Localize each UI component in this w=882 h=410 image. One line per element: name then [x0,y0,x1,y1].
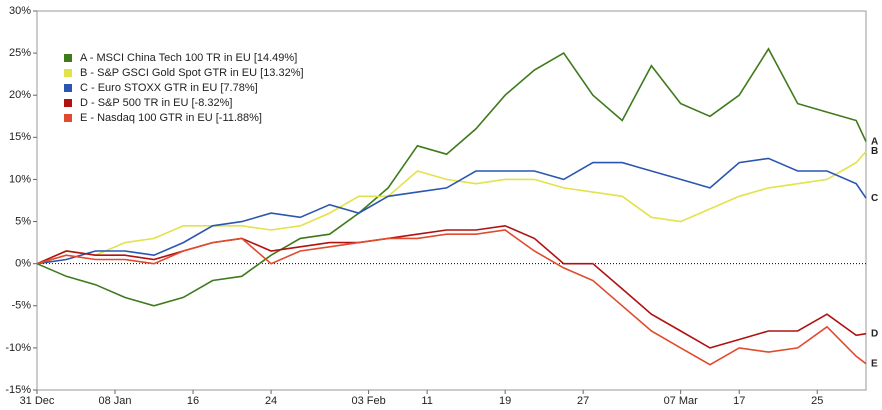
end-tag: A [871,136,878,147]
legend-label: E - Nasdaq 100 GTR in EU [-11.88%] [80,112,262,124]
legend-swatch [64,54,72,62]
x-tick-label: 27 [577,395,589,407]
y-tick-label: 15% [9,131,31,143]
end-tag: D [871,328,878,339]
series-line [36,157,867,265]
x-tick-label: 19 [499,395,511,407]
x-tick-label: 11 [421,395,432,407]
y-tick-label: 20% [9,89,31,101]
x-tick-label: 25 [811,395,823,407]
legend-label: B - S&P GSCI Gold Spot GTR in EU [13.32%… [80,67,304,79]
legend-swatch [64,99,72,107]
legend-label: D - S&P 500 TR in EU [-8.32%] [80,97,232,109]
y-tick-label: -5% [11,300,31,312]
x-tick-label: 17 [733,395,745,407]
end-tag: E [871,358,878,369]
x-tick-label: 16 [187,395,199,407]
x-tick-label: 03 Feb [351,395,385,407]
x-tick-label: 24 [265,395,277,407]
series-line [36,47,867,307]
x-tick-label: 08 Jan [99,395,132,407]
y-tick-label: 0% [15,258,31,270]
x-tick-label: 31 Dec [20,395,55,407]
y-tick-label: -15% [5,384,31,396]
end-tag: B [871,146,878,157]
x-tick-label: 07 Mar [664,395,699,407]
legend-swatch [64,114,72,122]
legend-swatch [64,69,72,77]
y-tick-label: -10% [5,342,31,354]
legend-label: C - Euro STOXX GTR in EU [7.78%] [80,82,258,94]
y-tick-label: 25% [9,47,31,59]
end-tag: C [871,193,878,204]
y-tick-label: 30% [9,5,31,17]
legend-label: A - MSCI China Tech 100 TR in EU [14.49%… [80,52,297,64]
series-line [36,229,867,366]
series-line [36,150,867,265]
y-tick-label: 10% [9,173,31,185]
legend-swatch [64,84,72,92]
y-tick-label: 5% [15,215,31,227]
